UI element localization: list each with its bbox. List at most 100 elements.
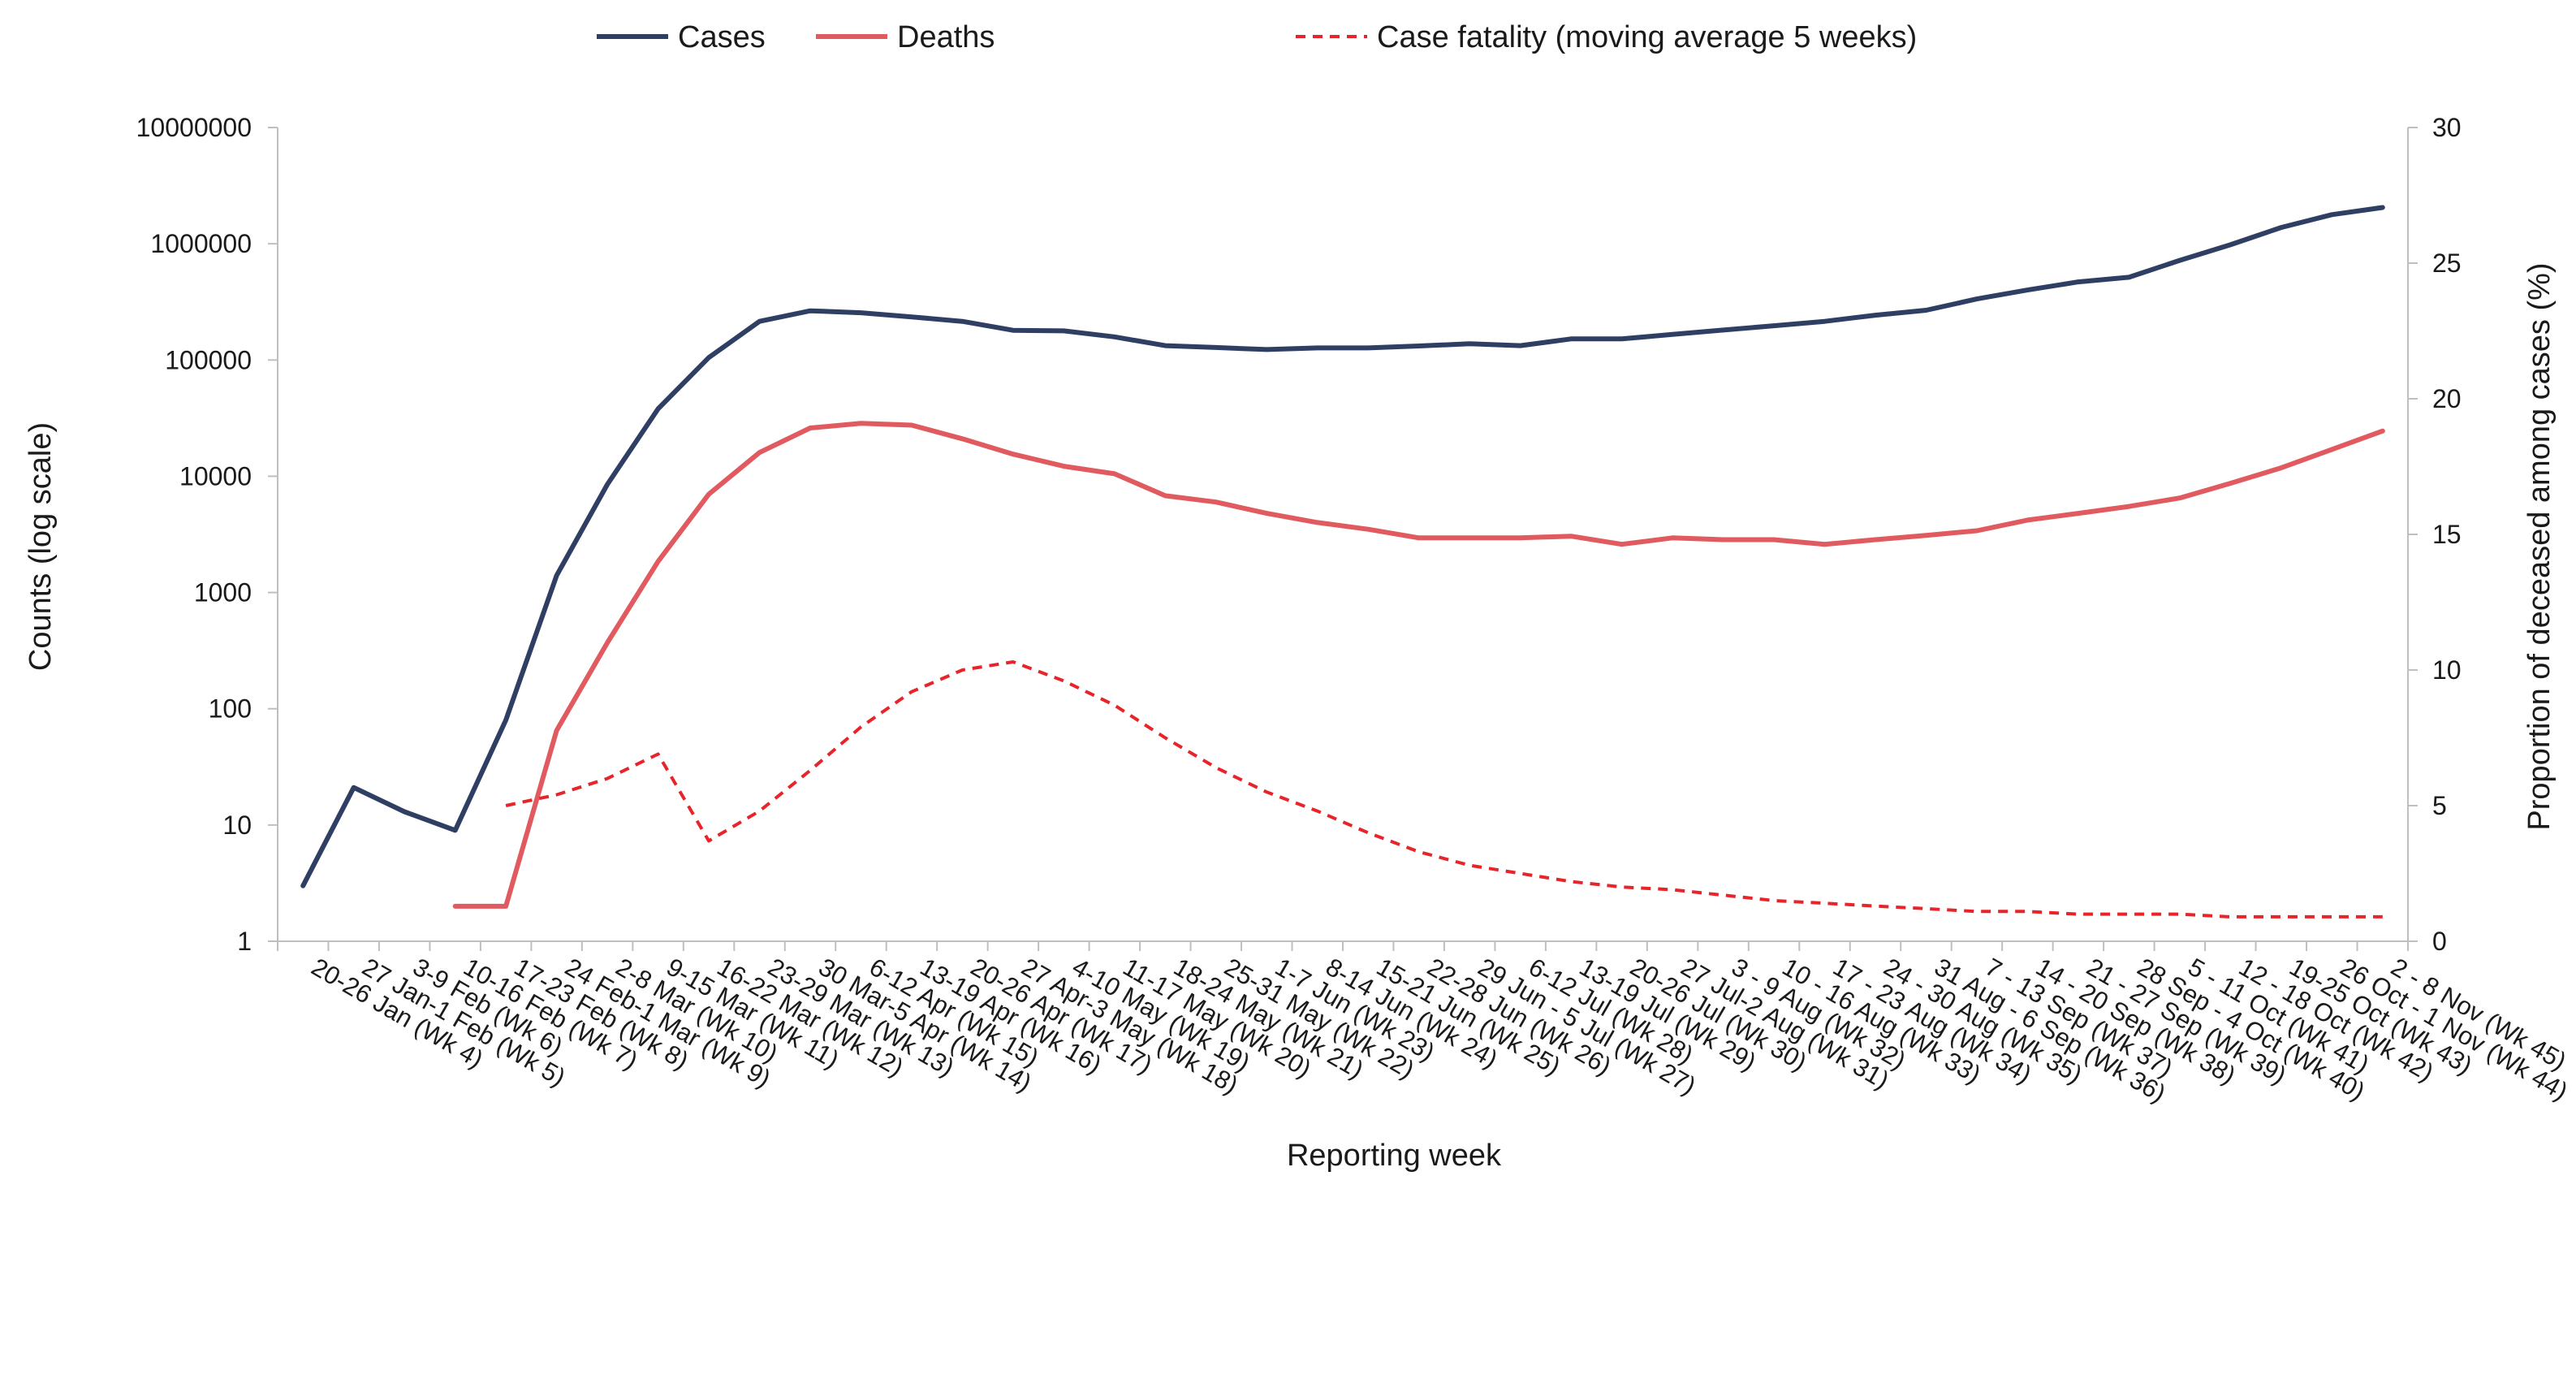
data-point-deaths xyxy=(1621,544,1622,545)
data-point-deaths xyxy=(1012,454,1013,455)
data-point-cases xyxy=(2027,290,2028,291)
series-line-cases xyxy=(300,205,2385,888)
data-point-case-fatality-moving-average-5-weeks xyxy=(1926,908,1927,909)
data-point-cases xyxy=(1723,330,1724,331)
data-point-case-fatality-moving-average-5-weeks xyxy=(1368,832,1369,833)
data-point-cases xyxy=(1875,315,1876,316)
y2-tick-label: 5 xyxy=(2432,791,2447,820)
y-tick-label: 100 xyxy=(209,694,252,724)
data-point-case-fatality-moving-average-5-weeks xyxy=(2382,916,2383,917)
data-point-case-fatality-moving-average-5-weeks xyxy=(1165,737,1166,738)
data-point-cases xyxy=(1266,349,1267,350)
data-point-cases xyxy=(1976,299,1977,300)
legend-label: Case fatality (moving average 5 weeks) xyxy=(1377,20,1917,54)
series-lines xyxy=(300,205,2385,919)
data-point-deaths xyxy=(2382,430,2383,431)
data-point-deaths xyxy=(2230,483,2231,484)
data-point-deaths xyxy=(1976,530,1977,531)
y-tick-label: 10000000 xyxy=(136,113,252,142)
data-point-cases xyxy=(1926,310,1927,311)
data-point-case-fatality-moving-average-5-weeks xyxy=(607,778,608,779)
data-point-case-fatality-moving-average-5-weeks xyxy=(911,691,912,692)
y-tick-label: 10 xyxy=(222,811,252,840)
data-point-cases xyxy=(962,321,963,322)
y-tick-label: 1000 xyxy=(194,578,252,607)
data-point-deaths xyxy=(1317,522,1318,523)
y2-axis-title: Proportion of deceased among cases (%) xyxy=(2522,262,2557,830)
data-point-cases xyxy=(1520,345,1521,346)
data-point-case-fatality-moving-average-5-weeks xyxy=(1215,767,1216,768)
data-point-case-fatality-moving-average-5-weeks xyxy=(1976,911,1977,912)
tick-labels: 1 10 100 1000 10000 100000 1000000 10000000 0 5 10… xyxy=(136,113,2573,1108)
data-point-deaths xyxy=(1824,544,1825,545)
data-point-case-fatality-moving-average-5-weeks xyxy=(2230,916,2231,917)
data-point-cases xyxy=(1824,321,1825,322)
data-point-cases xyxy=(2179,260,2180,261)
data-point-deaths xyxy=(810,428,811,429)
data-point-case-fatality-moving-average-5-weeks xyxy=(810,770,811,771)
data-point-cases xyxy=(911,317,912,318)
data-point-case-fatality-moving-average-5-weeks xyxy=(1469,865,1470,866)
data-point-cases xyxy=(2382,207,2383,208)
data-point-cases xyxy=(607,484,608,485)
data-point-case-fatality-moving-average-5-weeks xyxy=(1571,881,1572,882)
y-tick-label: 100000 xyxy=(165,345,252,374)
series-line-case-fatality-moving-average-5-weeks xyxy=(505,660,2383,919)
series-line-deaths xyxy=(452,421,2385,909)
data-point-deaths xyxy=(911,425,912,426)
data-point-cases xyxy=(404,811,405,812)
x-axis-title: Reporting week xyxy=(1287,1139,1502,1173)
legend-label: Cases xyxy=(678,20,766,54)
data-point-deaths xyxy=(2280,468,2281,469)
data-point-deaths xyxy=(709,494,710,495)
data-point-case-fatality-moving-average-5-weeks xyxy=(1012,661,1013,662)
y2-tick-label: 20 xyxy=(2432,384,2462,413)
data-point-case-fatality-moving-average-5-weeks xyxy=(1621,887,1622,888)
data-point-cases xyxy=(1215,347,1216,348)
data-point-case-fatality-moving-average-5-weeks xyxy=(962,670,963,671)
data-point-cases xyxy=(2230,244,2231,245)
data-point-case-fatality-moving-average-5-weeks xyxy=(2280,916,2281,917)
data-point-cases xyxy=(759,321,760,322)
data-point-cases xyxy=(2280,227,2281,228)
data-point-deaths xyxy=(1368,529,1369,530)
legend: Cases Deaths Case fatality (moving average… xyxy=(597,20,1917,54)
data-point-cases xyxy=(1418,346,1419,347)
y2-tick-label: 10 xyxy=(2432,655,2462,685)
data-point-cases xyxy=(353,787,354,788)
data-point-case-fatality-moving-average-5-weeks xyxy=(1418,851,1419,852)
data-point-deaths xyxy=(1215,502,1216,503)
y2-tick-label: 30 xyxy=(2432,113,2462,142)
data-point-deaths xyxy=(607,642,608,643)
data-point-case-fatality-moving-average-5-weeks xyxy=(1723,895,1724,896)
data-point-deaths xyxy=(1266,513,1267,514)
data-point-deaths xyxy=(1114,473,1115,474)
data-point-cases xyxy=(709,357,710,358)
y-axis-title: Counts (log scale) xyxy=(24,422,58,671)
data-point-cases xyxy=(1672,334,1673,335)
data-point-cases xyxy=(303,885,304,886)
data-point-case-fatality-moving-average-5-weeks xyxy=(556,794,557,795)
y2-tick-label: 0 xyxy=(2432,927,2447,956)
axes xyxy=(268,127,2418,951)
legend-label: Deaths xyxy=(897,20,995,54)
y-tick-label: 1 xyxy=(237,927,252,956)
data-point-deaths xyxy=(2179,498,2180,499)
data-point-cases xyxy=(1114,336,1115,337)
data-point-deaths xyxy=(1723,539,1724,540)
data-point-cases xyxy=(810,310,811,311)
y2-tick-label: 25 xyxy=(2432,249,2462,278)
data-point-deaths xyxy=(556,730,557,731)
data-point-case-fatality-moving-average-5-weeks xyxy=(1672,889,1673,890)
data-point-deaths xyxy=(2027,520,2028,521)
data-point-deaths xyxy=(1926,535,1927,536)
data-point-case-fatality-moving-average-5-weeks xyxy=(1266,792,1267,793)
data-point-case-fatality-moving-average-5-weeks xyxy=(1520,873,1521,874)
data-point-case-fatality-moving-average-5-weeks xyxy=(2027,911,2028,912)
y-tick-label: 1000000 xyxy=(150,229,252,258)
data-point-case-fatality-moving-average-5-weeks xyxy=(1824,903,1825,904)
y-tick-label: 10000 xyxy=(179,461,252,491)
data-point-cases xyxy=(556,575,557,576)
data-point-cases xyxy=(1012,330,1013,331)
